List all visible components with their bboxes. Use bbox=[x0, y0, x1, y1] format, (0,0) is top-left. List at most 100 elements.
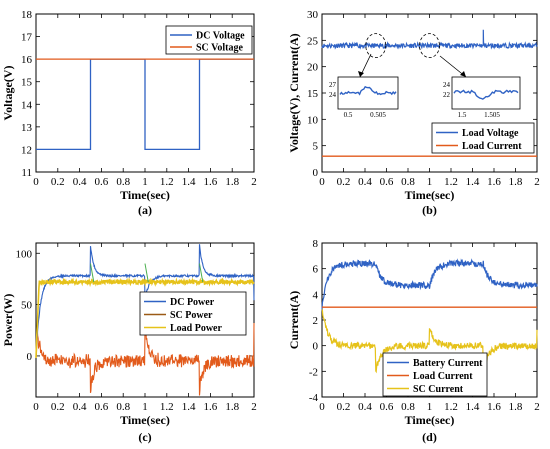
x-tick-label: 2 bbox=[251, 176, 257, 188]
y-tick-label: 15 bbox=[307, 88, 319, 100]
transient-accent bbox=[199, 263, 204, 283]
legend-entry: Load Current bbox=[462, 141, 522, 152]
inset-frame bbox=[451, 76, 521, 110]
y-tick-label: 0 bbox=[313, 341, 319, 353]
chart-panel-a: 0 0.2 0.4 0.6 0.8 1 1.2 1.4 1.6 1.8 2 11 12 13 14 15 16 1… bbox=[1, 9, 257, 217]
inset-arrowhead bbox=[460, 71, 466, 77]
x-tick-label: 1 bbox=[142, 176, 148, 188]
y-tick-label: 100 bbox=[16, 248, 33, 260]
zoom-circle bbox=[419, 33, 440, 58]
inset-arrowhead bbox=[358, 71, 364, 77]
x-tick-label: 1 bbox=[427, 176, 433, 188]
x-tick-label: 0.6 bbox=[380, 401, 394, 413]
y-tick-label: 18 bbox=[21, 9, 33, 21]
x-tick-label: 0.8 bbox=[401, 401, 415, 413]
y-tick-label: 0 bbox=[27, 351, 33, 363]
x-tick-label: 1.2 bbox=[160, 176, 174, 188]
inset-y-tick: 24 bbox=[443, 81, 451, 89]
x-tick-label: 0.2 bbox=[51, 176, 65, 188]
y-axis-label: Power(W) bbox=[1, 294, 15, 347]
x-tick-label: 1.2 bbox=[160, 401, 174, 413]
x-tick-label: 0.6 bbox=[95, 176, 109, 188]
y-tick-label: 4 bbox=[313, 289, 319, 301]
y-tick-label: 2 bbox=[313, 315, 319, 327]
legend-entry: Battery Current bbox=[413, 358, 483, 369]
y-tick-label: 14 bbox=[21, 99, 33, 111]
series-line-load-voltage bbox=[321, 40, 538, 50]
chart-panel-b: 0 0.2 0.4 0.6 0.8 1 1.2 1.4 1.6 1.8 2051015202530T… bbox=[287, 9, 540, 217]
y-tick-label: 12 bbox=[21, 144, 32, 156]
x-tick-label: 0 bbox=[319, 401, 325, 413]
y-tick-label: 15 bbox=[21, 77, 33, 89]
y-tick-label: 6 bbox=[313, 264, 319, 276]
x-tick-label: 1.4 bbox=[182, 401, 196, 413]
x-tick-label: 1.6 bbox=[204, 401, 218, 413]
legend-entry: Load Current bbox=[413, 371, 473, 382]
x-tick-label: 0 bbox=[33, 176, 39, 188]
x-tick-label: 1.4 bbox=[182, 176, 196, 188]
y-tick-label: 13 bbox=[21, 122, 33, 134]
y-tick-label: -2 bbox=[309, 366, 318, 378]
y-tick-label: 50 bbox=[21, 300, 33, 312]
series-line-load-power bbox=[35, 277, 255, 359]
x-axis-label: Time(sec) bbox=[120, 188, 170, 202]
legend-entry: SC Current bbox=[413, 384, 464, 395]
legend-entry: SC Power bbox=[170, 310, 213, 321]
x-tick-label: 0.8 bbox=[401, 176, 415, 188]
legend-entry: DC Power bbox=[170, 297, 215, 308]
y-tick-label: 16 bbox=[21, 54, 33, 66]
x-tick-label: 0.6 bbox=[380, 176, 394, 188]
x-tick-label: 2 bbox=[534, 401, 540, 413]
x-tick-label: 0.8 bbox=[116, 401, 130, 413]
x-tick-label: 0 bbox=[319, 176, 325, 188]
y-axis-label: Voltage(V) bbox=[1, 66, 15, 121]
zoom-inset: 24 22 1.5 1.505 bbox=[443, 76, 521, 119]
zoom-circle bbox=[365, 33, 387, 58]
legend-box bbox=[165, 25, 253, 55]
panel-caption: (b) bbox=[422, 203, 437, 217]
legend-entry: Load Power bbox=[170, 323, 223, 334]
y-tick-label: 0 bbox=[313, 167, 319, 179]
x-tick-label: 1.4 bbox=[466, 176, 480, 188]
panel-caption: (a) bbox=[138, 203, 152, 217]
x-tick-label: 0.4 bbox=[73, 176, 87, 188]
y-tick-label: -4 bbox=[309, 392, 319, 404]
x-tick-label: 0.2 bbox=[337, 401, 351, 413]
x-tick-label: 1.6 bbox=[487, 176, 501, 188]
inset-x-tick: 1.505 bbox=[484, 111, 500, 119]
inset-waveform bbox=[339, 85, 397, 96]
x-tick-label: 0.2 bbox=[51, 401, 65, 413]
x-tick-label: 0.6 bbox=[95, 401, 109, 413]
x-tick-label: 1 bbox=[142, 401, 148, 413]
legend-entry: Load Voltage bbox=[462, 128, 519, 139]
x-tick-label: 1.2 bbox=[444, 176, 458, 188]
x-axis-label: Time(sec) bbox=[120, 413, 170, 427]
x-tick-label: 0.2 bbox=[337, 176, 351, 188]
x-tick-label: 2 bbox=[251, 401, 257, 413]
inset-x-tick: 0.5 bbox=[344, 111, 353, 119]
inset-y-tick: 27 bbox=[329, 81, 337, 89]
series-line-sc-current bbox=[321, 308, 538, 374]
panel-caption: (c) bbox=[138, 430, 151, 444]
y-axis-label: Current(A) bbox=[287, 291, 301, 349]
y-tick-label: 5 bbox=[313, 141, 319, 153]
zoom-inset: 27 24 0.5 0.505 bbox=[329, 76, 399, 119]
transient-accent bbox=[90, 263, 95, 283]
y-tick-label: 11 bbox=[21, 167, 32, 179]
x-tick-label: 0 bbox=[33, 401, 39, 413]
x-tick-label: 1.8 bbox=[509, 401, 523, 413]
y-axis-label: Voltage(V), Current(A) bbox=[287, 33, 301, 152]
y-tick-label: 17 bbox=[21, 32, 33, 44]
chart-panel-c: 0 0.2 0.4 0.6 0.8 1 1.2 1.4 1.6 1.8 2 0 50 100 Time(se… bbox=[1, 242, 257, 444]
x-tick-label: 2 bbox=[534, 176, 540, 188]
inset-y-tick: 22 bbox=[443, 91, 451, 99]
x-tick-label: 1.2 bbox=[444, 401, 458, 413]
y-tick-label: 30 bbox=[307, 9, 319, 21]
chart-panel-d: 0 0.2 0.4 0.6 0.8 1 1.2 1.4 1.6 1.8 2 -4 -2 0 2 4 6 8 Time… bbox=[287, 238, 540, 444]
x-axis-label: Time(sec) bbox=[405, 188, 455, 202]
x-tick-label: 0.4 bbox=[358, 176, 372, 188]
x-tick-label: 0.4 bbox=[73, 401, 87, 413]
inset-x-tick: 0.505 bbox=[370, 111, 386, 119]
series-line-battery-current bbox=[321, 258, 538, 311]
